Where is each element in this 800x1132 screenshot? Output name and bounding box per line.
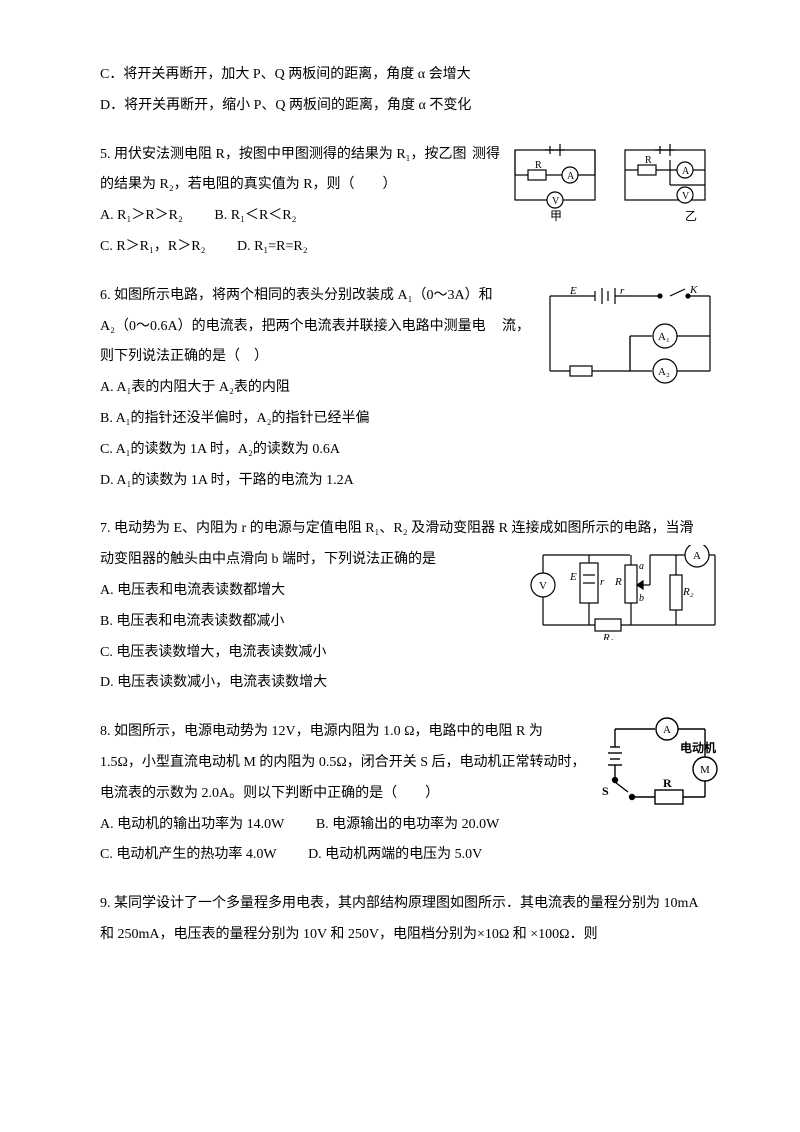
q6-l2a: A₂（0～0.6A）的电流表，把两个电流表并联接入电路中测量电 bbox=[100, 319, 486, 334]
svg-text:R₂: R₂ bbox=[682, 586, 694, 598]
q9: 9. 某同学设计了一个多量程多用电表，其内部结构原理图如图所示．其电流表的量程分… bbox=[100, 889, 720, 951]
svg-text:b: b bbox=[639, 593, 644, 604]
svg-text:A: A bbox=[663, 724, 671, 736]
q7-figure: V E r R a b A R₂ R₁ bbox=[525, 545, 720, 640]
q5-a: A. R₁＞R＞R₂ bbox=[100, 208, 183, 223]
q9-l2: 和 250mA，电压表的量程分别为 10V 和 250V，电阻档分别为×10Ω … bbox=[100, 920, 720, 951]
svg-text:K: K bbox=[689, 284, 698, 296]
svg-text:乙: 乙 bbox=[685, 209, 697, 223]
svg-text:V: V bbox=[539, 580, 547, 592]
svg-text:A₂: A₂ bbox=[658, 366, 670, 378]
q6-c: C. A₁的读数为 1A 时，A₂的读数为 0.6A bbox=[100, 435, 720, 466]
q9-l1: 9. 某同学设计了一个多量程多用电表，其内部结构原理图如图所示．其电流表的量程分… bbox=[100, 889, 720, 920]
q5: R A V 甲 R A V 乙 5. 用伏安法测电阻 R，按图中甲图测得的结果为… bbox=[100, 140, 720, 263]
q7-d: D. 电压表读数减小，电流表读数增大 bbox=[100, 668, 720, 699]
q6-d: D. A₁的读数为 1A 时，干路的电流为 1.2A bbox=[100, 466, 720, 497]
svg-text:M: M bbox=[700, 764, 710, 776]
opt-d: D．将开关再断开，缩小 P、Q 两板间的距离，角度 α 不变化 bbox=[100, 91, 720, 122]
q6: E r K A₁ A₂ 6. 如图所示电路，将两个相同的表头分别改装成 A₁（0… bbox=[100, 281, 720, 497]
q8-figure: A 电动机 M S R bbox=[600, 717, 720, 812]
svg-text:r: r bbox=[620, 285, 625, 297]
q5-figure: R A V 甲 R A V 乙 bbox=[510, 140, 720, 230]
svg-text:A: A bbox=[693, 550, 701, 562]
svg-text:r: r bbox=[600, 576, 605, 588]
q8: A 电动机 M S R 8. 如图所示，电源电动势为 12V，电源内阻为 1.0… bbox=[100, 717, 720, 871]
q8-b: B. 电源输出的电功率为 20.0W bbox=[316, 817, 500, 832]
svg-text:R: R bbox=[663, 776, 672, 790]
svg-text:R: R bbox=[645, 155, 652, 166]
q8-a: A. 电动机的输出功率为 14.0W bbox=[100, 817, 284, 832]
q8-d: D. 电动机两端的电压为 5.0V bbox=[308, 847, 482, 862]
svg-text:R₁: R₁ bbox=[602, 632, 614, 640]
svg-text:E: E bbox=[569, 285, 577, 297]
svg-text:S: S bbox=[602, 784, 609, 798]
q7: 7. 电动势为 E、内阻为 r 的电源与定值电阻 R₁、R₂ 及滑动变阻器 R … bbox=[100, 514, 720, 699]
q8-c: C. 电动机产生的热功率 4.0W bbox=[100, 847, 277, 862]
svg-text:a: a bbox=[639, 561, 644, 572]
q6-b: B. A₁的指针还没半偏时，A₂的指针已经半偏 bbox=[100, 404, 720, 435]
svg-text:R: R bbox=[614, 576, 622, 588]
svg-text:甲: 甲 bbox=[550, 209, 562, 223]
q-cd-options: C．将开关再断开，加大 P、Q 两板间的距离，角度 α 会增大 D．将开关再断开… bbox=[100, 60, 720, 122]
q5-stem-a-tail: 测得 bbox=[472, 140, 500, 171]
q5-c: C. R＞R₁，R＞R₂ bbox=[100, 239, 205, 254]
svg-text:E: E bbox=[569, 571, 577, 583]
q6-figure: E r K A₁ A₂ bbox=[540, 281, 720, 386]
opt-c: C．将开关再断开，加大 P、Q 两板间的距离，角度 α 会增大 bbox=[100, 60, 720, 91]
svg-text:电动机: 电动机 bbox=[680, 740, 716, 755]
svg-text:A: A bbox=[682, 166, 690, 177]
q5-d: D. R₁=R=R₂ bbox=[237, 239, 308, 254]
svg-text:R: R bbox=[535, 160, 542, 171]
q6-l2b: 流， bbox=[502, 312, 530, 343]
q7-l1: 7. 电动势为 E、内阻为 r 的电源与定值电阻 R₁、R₂ 及滑动变阻器 R … bbox=[100, 514, 720, 545]
svg-text:V: V bbox=[552, 196, 560, 207]
svg-text:A: A bbox=[567, 171, 575, 182]
q5-stem-a: 5. 用伏安法测电阻 R，按图中甲图测得的结果为 R₁，按乙图 bbox=[100, 147, 467, 162]
q7-c: C. 电压表读数增大，电流表读数减小 bbox=[100, 638, 720, 669]
svg-text:V: V bbox=[682, 191, 690, 202]
q5-b: B. R₁＜R＜R₂ bbox=[214, 208, 296, 223]
svg-text:A₁: A₁ bbox=[658, 331, 670, 343]
